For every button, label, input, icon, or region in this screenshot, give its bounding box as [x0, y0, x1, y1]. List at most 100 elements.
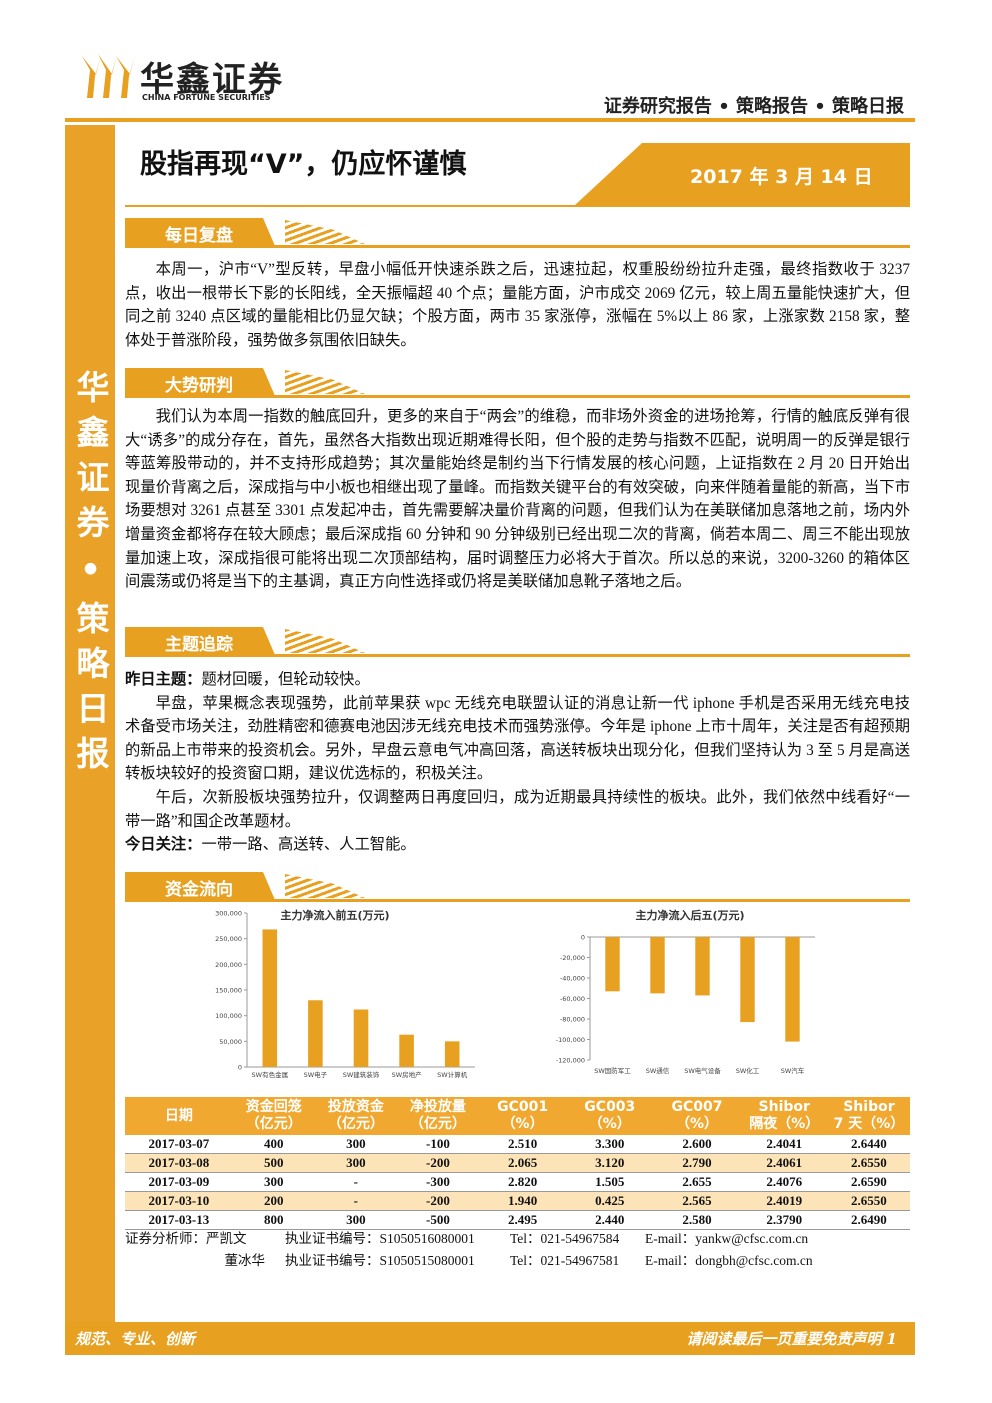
table-row: 2017-03-08 500 300 -200 2.065 3.120 2.790 2.406… [125, 1153, 910, 1173]
bar [308, 1000, 323, 1067]
y-tick-label: -60,000 [560, 995, 585, 1003]
logo-icon [82, 54, 135, 98]
table-row: 2017-03-13 800 300 -500 2.495 2.440 2.580 2.379… [125, 1210, 910, 1230]
paragraph: 昨日主题：题材回暖，但轮动较快。 [125, 668, 910, 692]
y-tick-label: -120,000 [556, 1057, 585, 1065]
table-cell: 0.425 [566, 1191, 654, 1211]
table-cell: -200 [396, 1191, 479, 1211]
paragraph-lead: 昨日主题： [125, 670, 202, 688]
section-heading: 大势研判 [125, 368, 910, 398]
analyst-field: E-mail：yankw@cfsc.com.cn [645, 1231, 809, 1246]
heading-stripes [285, 629, 365, 653]
bar [262, 929, 278, 1067]
bar [605, 937, 620, 992]
analyst-line: 证券分析师：严凯文 执业证书编号：S1050516080001 Tel：021-54… [125, 1227, 845, 1247]
table-cell: 2.655 [653, 1172, 741, 1192]
rule [125, 205, 910, 207]
header-text: GC003 [584, 1099, 636, 1115]
chart: 0 50,000 100,000 150,000 200,000 250,000 300,0… [215, 908, 475, 1079]
table-cell: 2.4061 [740, 1153, 828, 1173]
footer-left: 规范、专业、创新 [75, 1330, 196, 1348]
table-cell: 800 [232, 1210, 315, 1230]
table-cell: 2017-03-09 [125, 1172, 233, 1192]
section-heading: 主题追踪 [125, 627, 910, 657]
header-text: 隔夜（%） [749, 1116, 820, 1132]
paragraph-text: 午后，次新股板块强势拉升，仅调整两日再度回归，成为近期最具持续性的板块。此外，我… [125, 788, 910, 830]
table-cell: 2017-03-08 [125, 1153, 233, 1173]
header-text: 7 天（%） [833, 1116, 905, 1132]
header-text: Shibor [843, 1099, 895, 1115]
table-cell: 300 [232, 1172, 315, 1192]
paragraph: 本周一，沪市“V”型反转，早盘小幅低开快速杀跌之后，迅速拉起，权重股纷纷拉升走强… [125, 258, 910, 352]
table-cell: -300 [396, 1172, 479, 1192]
analyst-field: Tel：021-54967581 [510, 1253, 620, 1268]
heading-label: 资金流向 [165, 880, 233, 900]
table-cell: 2.565 [653, 1191, 741, 1211]
y-tick-label: 100,000 [215, 1012, 242, 1020]
analyst-field: Tel：021-54967584 [510, 1231, 620, 1246]
y-tick-label: 300,000 [215, 910, 242, 918]
header-text: （亿元） [327, 1116, 384, 1132]
table-cell: 2.790 [653, 1153, 741, 1173]
header-cell: 日期 [125, 1097, 233, 1135]
footer-right: 请阅读最后一页重要免责声明 1 [686, 1330, 897, 1348]
section-heading: 每日复盘 [125, 218, 910, 248]
table-cell: 2.440 [566, 1210, 654, 1230]
heading-rule [125, 899, 910, 902]
x-tick-label: SW建筑装饰 [343, 1070, 380, 1079]
header-cell: GC003 （%） [566, 1097, 654, 1135]
table-cell: 400 [232, 1135, 315, 1154]
bar [650, 937, 665, 994]
section-body: 昨日主题：题材回暖，但轮动较快。 早盘，苹果概念表现强势，此前苹果获 wpc 无线… [125, 668, 910, 857]
analyst-field: 董冰华 [224, 1253, 266, 1268]
rule [65, 118, 915, 122]
bar [444, 1041, 460, 1067]
x-tick-label: SW计算机 [437, 1070, 468, 1079]
paragraph: 午后，次新股板块强势拉升，仅调整两日再度回归，成为近期最具持续性的板块。此外，我… [125, 786, 910, 833]
heading-rule [125, 654, 910, 657]
table-cell: 2.4076 [740, 1172, 828, 1192]
table-cell: 300 [314, 1210, 397, 1230]
header-text: 日期 [164, 1107, 193, 1124]
table-cell: 2.065 [478, 1153, 567, 1173]
x-tick-label: SW国防军工 [594, 1066, 631, 1075]
table-cell: - [314, 1191, 397, 1211]
paragraph-text: 一带一路、高送转、人工智能。 [201, 836, 416, 854]
y-tick-label: 0 [238, 1064, 242, 1072]
section-body: 本周一，沪市“V”型反转，早盘小幅低开快速杀跌之后，迅速拉起，权重股纷纷拉升走强… [125, 258, 910, 352]
y-tick-label: 0 [581, 934, 585, 942]
report-title: 股指再现“V”，仍应怀谨慎 [140, 149, 467, 180]
sidebar-text: 华鑫证券•策略日报 [71, 370, 110, 781]
analyst-line: 董冰华 执业证书编号：S1050515080001 Tel：021-54967581… [125, 1249, 845, 1269]
table-cell: 2.820 [478, 1172, 567, 1192]
header-cell: 投放资金 （亿元） [314, 1097, 397, 1135]
table-cell: 2.600 [653, 1135, 741, 1154]
header-cell: GC007 （%） [653, 1097, 741, 1135]
paragraph-text: 我们认为本周一指数的触底回升，更多的来自于“两会”的维稳，而非场外资金的进场抢筹… [125, 408, 910, 591]
paragraph-text: 早盘，苹果概念表现强势，此前苹果获 wpc 无线充电联盟认证的消息让新一代 ip… [125, 694, 910, 783]
table-cell: 2017-03-13 [125, 1210, 233, 1230]
header-text: GC001 [497, 1099, 549, 1115]
table-cell: -500 [396, 1210, 479, 1230]
heading-box [125, 218, 275, 246]
heading-box [125, 627, 275, 655]
bar [695, 937, 710, 996]
chart-title: 主力净流入前五(万元) [280, 908, 389, 922]
table-cell: 2.4041 [740, 1135, 828, 1154]
report-date: 2017 年 3 月 14 日 [690, 166, 873, 188]
section-heading: 资金流向 [125, 872, 910, 902]
logo-en: CHINA FORTUNE SECURITIES [142, 93, 271, 102]
header-cell: GC001 （%） [478, 1097, 567, 1135]
table-cell: 2.580 [653, 1210, 741, 1230]
section-body: 我们认为本周一指数的触底回升，更多的来自于“两会”的维稳，而非场外资金的进场抢筹… [125, 405, 910, 594]
header-cell: 资金回笼 （亿元） [232, 1097, 315, 1135]
table-cell: 2.3790 [740, 1210, 828, 1230]
table-cell: 3.120 [566, 1153, 654, 1173]
y-tick-label: 150,000 [215, 987, 242, 995]
header-text: Shibor [758, 1099, 810, 1115]
header-cell: Shibor 隔夜（%） [740, 1097, 828, 1135]
data-table: 日期 资金回笼 （亿元） 投放资金 （亿元） 净投放量 （亿元） GC001 （%） GC003 （… [125, 1097, 910, 1230]
table-cell: -200 [396, 1153, 479, 1173]
y-tick-label: -80,000 [560, 1016, 585, 1024]
paragraph-text: 本周一，沪市“V”型反转，早盘小幅低开快速杀跌之后，迅速拉起，权重股纷纷拉升走强… [125, 261, 910, 349]
